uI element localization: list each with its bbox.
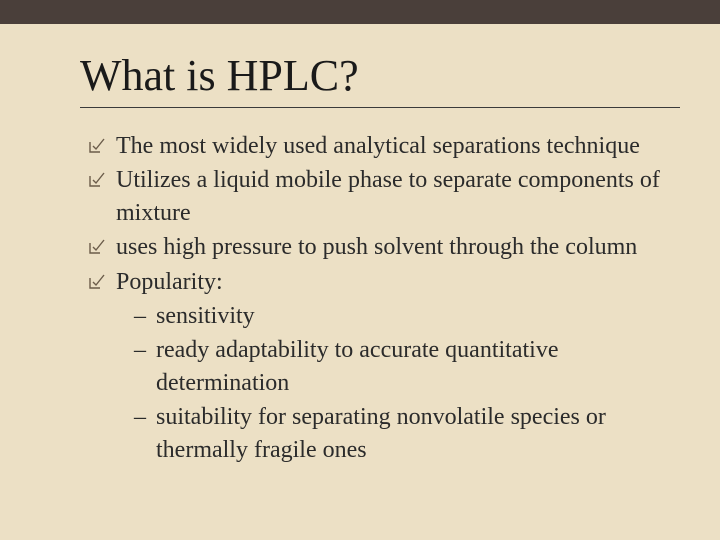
- slide-content: What is HPLC? The most widely used analy…: [80, 50, 680, 468]
- list-item: The most widely used analytical separati…: [88, 130, 680, 162]
- dash-icon: –: [134, 401, 146, 433]
- sub-bullet-text: ready adaptability to accurate quantitat…: [156, 334, 680, 399]
- list-item: – sensitivity: [134, 300, 680, 332]
- check-icon: [88, 272, 106, 290]
- list-item: – ready adaptability to accurate quantit…: [134, 334, 680, 399]
- dash-icon: –: [134, 300, 146, 332]
- bullet-list: The most widely used analytical separati…: [80, 130, 680, 298]
- list-item: Utilizes a liquid mobile phase to separa…: [88, 164, 680, 229]
- dash-icon: –: [134, 334, 146, 366]
- bullet-text: uses high pressure to push solvent throu…: [116, 231, 680, 263]
- top-band: [0, 0, 720, 24]
- slide-title: What is HPLC?: [80, 50, 680, 101]
- sub-bullet-text: sensitivity: [156, 300, 680, 332]
- list-item: Popularity:: [88, 266, 680, 298]
- bullet-text: Popularity:: [116, 266, 680, 298]
- bullet-text: The most widely used analytical separati…: [116, 130, 680, 162]
- check-icon: [88, 136, 106, 154]
- sub-bullet-list: – sensitivity – ready adaptability to ac…: [80, 300, 680, 466]
- check-icon: [88, 170, 106, 188]
- title-underline: [80, 107, 680, 108]
- list-item: uses high pressure to push solvent throu…: [88, 231, 680, 263]
- bullet-text: Utilizes a liquid mobile phase to separa…: [116, 164, 680, 229]
- check-icon: [88, 237, 106, 255]
- list-item: – suitability for separating nonvolatile…: [134, 401, 680, 466]
- sub-bullet-text: suitability for separating nonvolatile s…: [156, 401, 680, 466]
